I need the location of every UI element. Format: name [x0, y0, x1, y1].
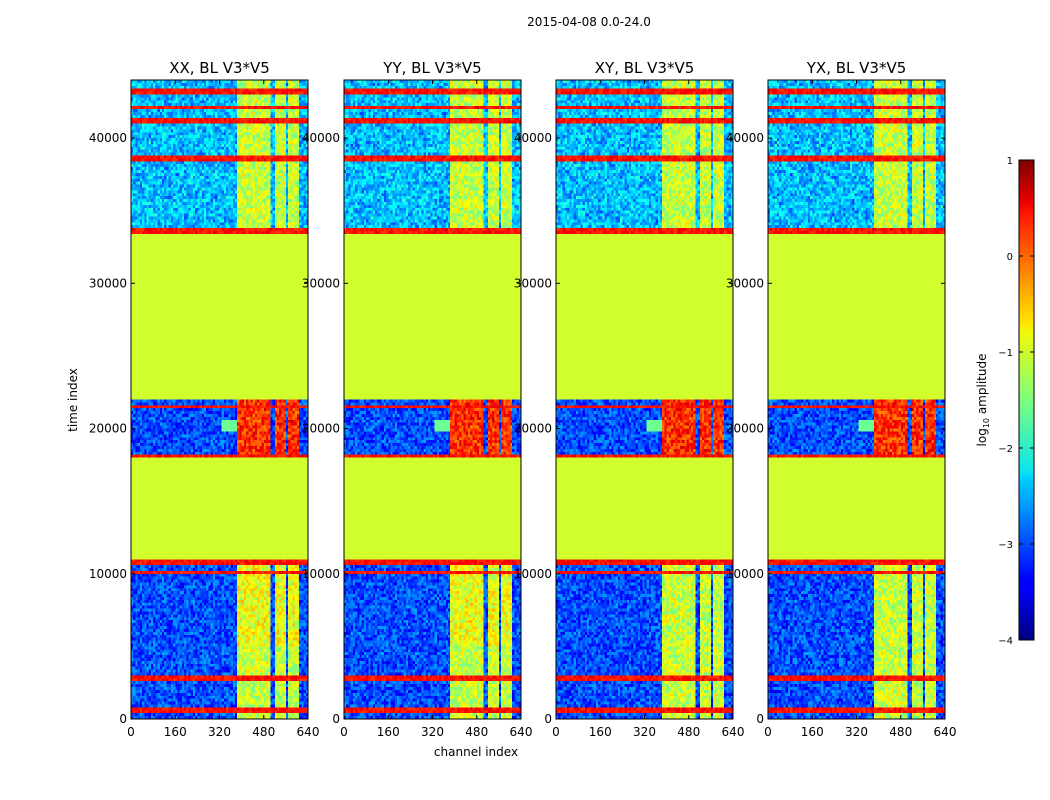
figure-suptitle: 2015-04-08 0.0-24.0	[527, 15, 651, 29]
panel-yy: YY, BL V3*V5 0 160 320 480 640 0 10000 20000 3000…	[302, 59, 533, 739]
x-tick-label: 0	[552, 725, 560, 739]
panel-title-xx: XX, BL V3*V5	[169, 59, 270, 77]
y-tick-label: 40000	[89, 131, 127, 145]
x-tick-label: 160	[164, 725, 187, 739]
heatmap-xy	[556, 80, 733, 719]
x-tick-label: 480	[677, 725, 700, 739]
colorbar-gradient	[1018, 159, 1035, 641]
y-tick-label: 20000	[514, 422, 552, 436]
y-tick-label: 40000	[514, 131, 552, 145]
colorbar-tick-label: −1	[998, 348, 1013, 359]
x-tick-label: 480	[889, 725, 912, 739]
colorbar-title-main: log	[975, 428, 989, 446]
x-tick-label: 480	[252, 725, 275, 739]
x-tick-label: 640	[722, 725, 745, 739]
y-tick-label: 30000	[302, 276, 340, 290]
panels-group: XX, BL V3*V5 0 160 320 480 640 0 10000 20000 3000…	[89, 59, 957, 739]
x-tick-label: 0	[127, 725, 135, 739]
y-tick-label: 20000	[89, 422, 127, 436]
colorbar-title: log10 amplitude	[975, 354, 991, 447]
panel-yx: YX, BL V3*V5 0 160 320 480 640 0 10000 20000 3000…	[726, 59, 957, 739]
panel-title-yy: YY, BL V3*V5	[382, 59, 481, 77]
panel-xx: XX, BL V3*V5 0 160 320 480 640 0 10000 20000 3000…	[89, 59, 320, 739]
y-tick-label: 0	[756, 712, 764, 726]
x-tick-label: 160	[801, 725, 824, 739]
panel-title-yx: YX, BL V3*V5	[806, 59, 907, 77]
y-tick-label: 40000	[302, 131, 340, 145]
y-tick-label: 40000	[726, 131, 764, 145]
x-tick-label: 640	[297, 725, 320, 739]
y-tick-label: 10000	[89, 567, 127, 581]
y-tick-label: 0	[332, 712, 340, 726]
x-tick-label: 160	[589, 725, 612, 739]
y-tick-label: 10000	[514, 567, 552, 581]
x-tick-label: 0	[764, 725, 772, 739]
y-tick-label: 0	[544, 712, 552, 726]
colorbar-tick-label: −2	[998, 444, 1013, 455]
panel-title-xy: XY, BL V3*V5	[595, 59, 695, 77]
y-tick-label: 10000	[726, 567, 764, 581]
x-tick-label: 320	[633, 725, 656, 739]
y-tick-label: 30000	[726, 276, 764, 290]
heatmap-xx	[131, 80, 308, 719]
y-axis-label: time index	[66, 368, 80, 432]
colorbar-tick-label: −4	[998, 636, 1013, 647]
heatmap-yx	[768, 80, 945, 719]
colorbar-ticks: 1 0 −1 −2 −3 −4	[998, 156, 1034, 647]
x-tick-label: 320	[421, 725, 444, 739]
y-tick-label: 30000	[514, 276, 552, 290]
x-tick-label: 320	[845, 725, 868, 739]
colorbar-title-sub: 10	[982, 418, 991, 428]
x-tick-label: 320	[208, 725, 231, 739]
x-tick-label: 640	[510, 725, 533, 739]
x-tick-label: 0	[340, 725, 348, 739]
y-tick-label: 10000	[302, 567, 340, 581]
y-tick-label: 20000	[302, 422, 340, 436]
y-tick-label: 30000	[89, 276, 127, 290]
y-tick-label: 20000	[726, 422, 764, 436]
x-tick-label: 480	[465, 725, 488, 739]
x-tick-label: 640	[934, 725, 957, 739]
y-tick-label: 0	[119, 712, 127, 726]
panel-xy: XY, BL V3*V5 0 160 320 480 640 0 10000 20000 3000…	[514, 59, 745, 739]
colorbar-tick-label: 1	[1007, 156, 1013, 167]
colorbar-tick-label: −3	[998, 540, 1013, 551]
x-tick-label: 160	[377, 725, 400, 739]
x-axis-label: channel index	[434, 745, 518, 759]
heatmap-yy	[344, 80, 521, 719]
colorbar-tick-label: 0	[1007, 252, 1013, 263]
colorbar-title-rest: amplitude	[975, 354, 989, 418]
colorbar: 10−1−2−3−4 log10 amplitude	[975, 156, 1035, 647]
